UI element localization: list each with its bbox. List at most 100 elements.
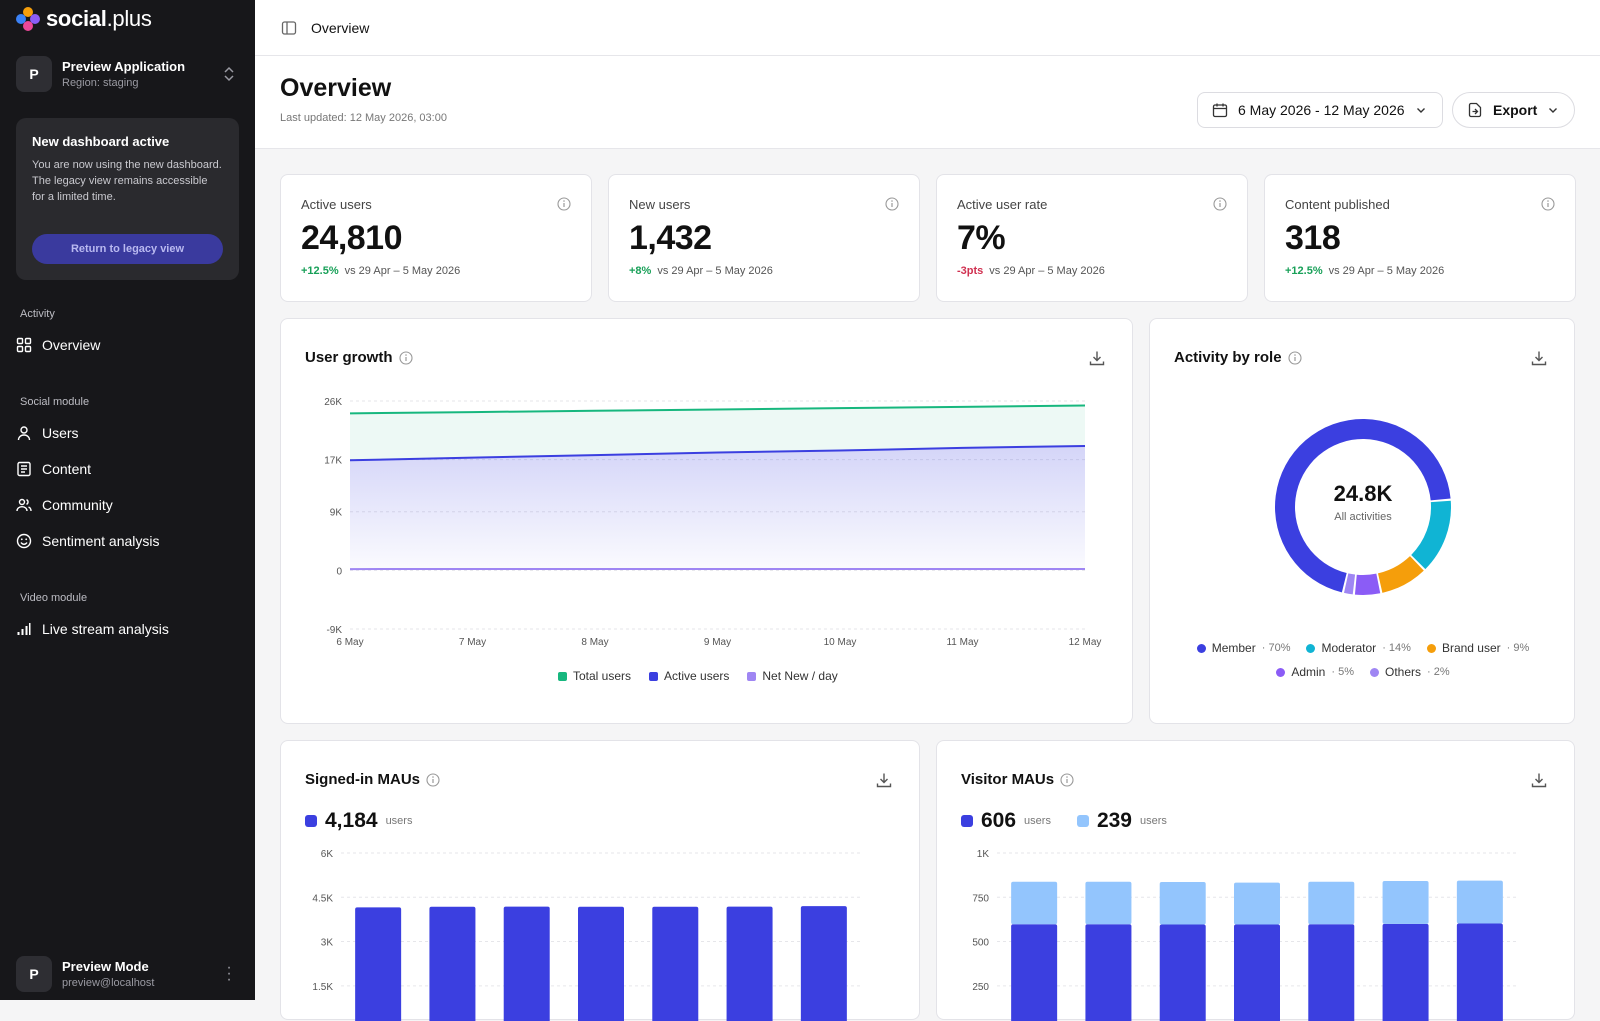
sidebar-item-users[interactable]: Users [16, 420, 240, 446]
page-header: Overview Last updated: 12 May 2026, 03:0… [255, 56, 1600, 149]
account-menu[interactable]: P Preview Mode preview@localhost ··· [16, 955, 242, 993]
card-title: Activity by role [1174, 349, 1302, 366]
sidebar-item-label: Content [42, 461, 91, 477]
y-tick-label: 500 [972, 938, 989, 949]
info-icon[interactable] [885, 197, 899, 211]
info-icon[interactable] [426, 773, 440, 787]
breadcrumb: Overview [311, 20, 369, 36]
date-range-value: 6 May 2026 - 12 May 2026 [1238, 102, 1405, 118]
download-icon[interactable] [1530, 771, 1548, 789]
sidebar-item-label: Overview [42, 337, 100, 353]
bar [1308, 924, 1354, 1021]
donut-center-value: 24.8K [1263, 481, 1463, 507]
info-icon[interactable] [557, 197, 571, 211]
sidebar-item-label: Live stream analysis [42, 621, 169, 637]
kpi-compare-period: vs 29 Apr – 5 May 2026 [1329, 265, 1445, 277]
sidebar-item-community[interactable]: Community [16, 492, 240, 518]
bar [1457, 923, 1503, 1021]
legend-item[interactable]: Others· 2% [1370, 665, 1450, 679]
legend-net-new[interactable]: Net New / day [747, 669, 837, 683]
sidebar-item-sentiment[interactable]: Sentiment analysis [16, 528, 240, 554]
bar [578, 907, 624, 1021]
y-tick-label: 250 [972, 982, 989, 993]
y-tick-label: 9K [330, 508, 343, 519]
date-range-picker[interactable]: 6 May 2026 - 12 May 2026 [1197, 92, 1443, 128]
more-vertical-icon[interactable]: ··· [224, 965, 234, 983]
y-tick-label: 26K [324, 397, 342, 408]
notice-body: You are now using the new dashboard. The… [32, 157, 223, 205]
kpi-delta: +12.5% [301, 265, 339, 277]
download-icon[interactable] [1530, 349, 1548, 367]
activity-by-role-card: Activity by role 24.8K All activities Me… [1149, 318, 1575, 724]
export-button[interactable]: Export [1452, 92, 1575, 128]
app-avatar: P [16, 56, 52, 92]
sidebar-toggle-icon[interactable] [281, 20, 297, 36]
chevron-down-icon [1415, 104, 1427, 116]
legend-item[interactable]: Brand user· 9% [1427, 641, 1529, 655]
brand-logo-icon [16, 7, 40, 31]
mau-total: 4,184 users [305, 809, 430, 833]
info-icon[interactable] [1213, 197, 1227, 211]
kpi-label: Content published [1285, 197, 1390, 212]
info-icon[interactable] [399, 351, 413, 365]
page-title: Overview [280, 74, 391, 103]
sidebar-item-content[interactable]: Content [16, 456, 240, 482]
app-region: Region: staging [62, 77, 185, 89]
app-name: Preview Application [62, 59, 185, 74]
kpi-card: New users 1,432 +8%vs 29 Apr – 5 May 202… [608, 174, 920, 302]
download-icon[interactable] [1088, 349, 1106, 367]
nav-section-social: Social module [20, 396, 89, 408]
legend-item[interactable]: Admin· 5% [1276, 665, 1354, 679]
legend-active-users[interactable]: Active users [649, 669, 729, 683]
bar [1160, 882, 1206, 925]
y-tick-label: 3K [321, 938, 334, 949]
calendar-icon [1212, 102, 1228, 118]
download-icon[interactable] [875, 771, 893, 789]
bar [1383, 881, 1429, 924]
brand-name: social.plus [46, 6, 152, 32]
y-tick-label: 4.5K [312, 893, 333, 904]
bar [1383, 924, 1429, 1021]
chart-legend: Total users Active users Net New / day [558, 669, 838, 683]
mau-totals: 606 users 239 users [961, 809, 1185, 833]
user-email: preview@localhost [62, 977, 155, 989]
bar [1457, 881, 1503, 924]
info-icon[interactable] [1288, 351, 1302, 365]
kpi-compare-period: vs 29 Apr – 5 May 2026 [989, 265, 1105, 277]
app-switcher[interactable]: P Preview Application Region: staging [16, 56, 242, 92]
legend-total-users[interactable]: Total users [558, 669, 631, 683]
kpi-label: New users [629, 197, 690, 212]
sidebar-item-label: Users [42, 425, 79, 441]
legend-item[interactable]: Member· 70% [1197, 641, 1291, 655]
bar [1308, 882, 1354, 925]
return-legacy-button[interactable]: Return to legacy view [32, 234, 223, 264]
chevron-up-down-icon [222, 65, 236, 83]
kpi-label: Active users [301, 197, 372, 212]
y-tick-label: 1K [977, 849, 990, 860]
bar [504, 907, 550, 1021]
chart-legend: Member· 70% Moderator· 14% Brand user· 9% A… [1170, 641, 1556, 679]
kpi-value: 24,810 [301, 219, 402, 258]
info-icon[interactable] [1541, 197, 1555, 211]
user-name: Preview Mode [62, 959, 155, 974]
y-tick-label: 1.5K [312, 982, 333, 993]
kpi-label: Active user rate [957, 197, 1047, 212]
sidebar-item-overview[interactable]: Overview [16, 332, 240, 358]
brand-logo[interactable]: social.plus [16, 6, 152, 32]
smile-icon [16, 533, 32, 549]
bar [1160, 925, 1206, 1021]
sidebar-item-livestream[interactable]: Live stream analysis [16, 616, 240, 642]
info-icon[interactable] [1060, 773, 1074, 787]
bar [1085, 882, 1131, 925]
bar [1011, 882, 1057, 925]
export-icon [1467, 102, 1483, 118]
kpi-delta: +8% [629, 265, 651, 277]
bar [1234, 883, 1280, 925]
kpi-compare-period: vs 29 Apr – 5 May 2026 [657, 265, 773, 277]
kpi-delta: +12.5% [1285, 265, 1323, 277]
legend-item[interactable]: Moderator· 14% [1306, 641, 1410, 655]
